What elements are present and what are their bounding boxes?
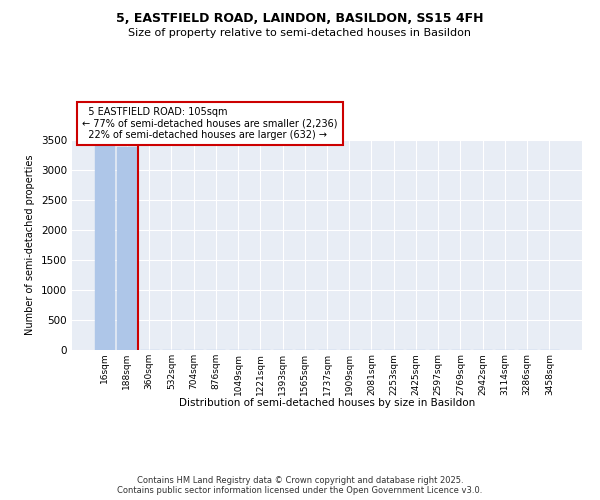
Y-axis label: Number of semi-detached properties: Number of semi-detached properties — [25, 155, 35, 335]
X-axis label: Distribution of semi-detached houses by size in Basildon: Distribution of semi-detached houses by … — [179, 398, 475, 407]
Text: 5 EASTFIELD ROAD: 105sqm
← 77% of semi-detached houses are smaller (2,236)
  22%: 5 EASTFIELD ROAD: 105sqm ← 77% of semi-d… — [82, 107, 338, 140]
Bar — [95, 146, 114, 350]
Text: Contains HM Land Registry data © Crown copyright and database right 2025.
Contai: Contains HM Land Registry data © Crown c… — [118, 476, 482, 495]
Text: Size of property relative to semi-detached houses in Basildon: Size of property relative to semi-detach… — [128, 28, 472, 38]
Text: 5, EASTFIELD ROAD, LAINDON, BASILDON, SS15 4FH: 5, EASTFIELD ROAD, LAINDON, BASILDON, SS… — [116, 12, 484, 26]
Bar — [118, 147, 136, 350]
